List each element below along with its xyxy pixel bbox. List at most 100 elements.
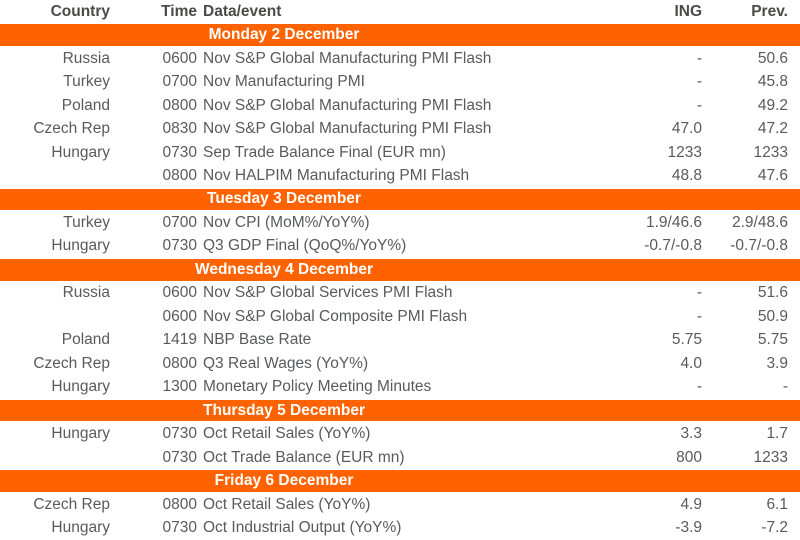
cell-time: 0800 <box>162 96 197 114</box>
cell-data-event: Oct Industrial Output (YoY%) <box>203 519 402 537</box>
column-header-country: Country <box>50 2 110 20</box>
cell-previous-value: 47.6 <box>757 167 788 185</box>
cell-ing-forecast: - <box>696 49 702 67</box>
cell-time: 0600 <box>162 49 197 67</box>
cell-data-event: Nov Manufacturing PMI <box>203 73 365 91</box>
cell-previous-value: -0.7/-0.8 <box>730 237 788 255</box>
cell-data-event: Sep Trade Balance Final (EUR mn) <box>203 143 446 161</box>
event-row: Hungary 1300 Monetary Policy Meeting Minut… <box>0 376 800 399</box>
cell-time: 0800 <box>162 167 197 185</box>
event-row: 0800 Nov HALPIM Manufacturing PMI Flash 48… <box>0 164 800 187</box>
event-row: Turkey 0700 Nov Manufacturing PMI - 45.8 <box>0 70 800 93</box>
section-header-row: Thursday 5 December <box>0 399 800 422</box>
event-row: Poland 1419 NBP Base Rate 5.75 5.75 <box>0 329 800 352</box>
event-row: 0730 Oct Trade Balance (EUR mn) 800 1233 <box>0 446 800 469</box>
section-header-row: Friday 6 December <box>0 469 800 492</box>
section-banner: Monday 2 December <box>0 24 800 46</box>
column-header-ing: ING <box>674 2 702 20</box>
cell-time: 0600 <box>162 284 197 302</box>
cell-ing-forecast: 3.3 <box>680 425 702 443</box>
event-row: Russia 0600 Nov S&P Global Manufacturing P… <box>0 47 800 70</box>
event-row: Hungary 0730 Oct Industrial Output (YoY%) -… <box>0 516 800 539</box>
event-row: Czech Rep 0800 Q3 Real Wages (YoY%) 4.0 3.9 <box>0 352 800 375</box>
cell-previous-value: 1233 <box>753 143 788 161</box>
cell-previous-value: 1.7 <box>766 425 788 443</box>
cell-ing-forecast: 47.0 <box>671 120 702 138</box>
cell-data-event: NBP Base Rate <box>203 331 312 349</box>
cell-country: Czech Rep <box>33 354 110 372</box>
cell-data-event: Nov CPI (MoM%/YoY%) <box>203 213 370 231</box>
section-banner: Thursday 5 December <box>0 399 800 422</box>
section-header-row: Tuesday 3 December <box>0 188 800 211</box>
cell-ing-forecast: - <box>696 307 702 325</box>
cell-ing-forecast: - <box>696 378 702 396</box>
cell-previous-value: 50.9 <box>757 307 788 325</box>
cell-time: 0730 <box>162 143 197 161</box>
cell-data-event: Q3 GDP Final (QoQ%/YoY%) <box>203 237 407 255</box>
event-row: Hungary 0730 Oct Retail Sales (YoY%) 3.3 1.7 <box>0 422 800 445</box>
section-banner: Wednesday 4 December <box>0 259 800 281</box>
table-header-row: Country Time Data/event ING Prev. <box>0 0 800 23</box>
event-row: Poland 0800 Nov S&P Global Manufacturing P… <box>0 94 800 117</box>
cell-country: Czech Rep <box>33 495 110 513</box>
cell-time: 1419 <box>162 331 197 349</box>
cell-time: 0800 <box>162 495 197 513</box>
cell-time: 0700 <box>162 73 197 91</box>
cell-data-event: Nov S&P Global Composite PMI Flash <box>203 307 468 325</box>
section-title: Wednesday 4 December <box>194 260 374 278</box>
cell-previous-value: 50.6 <box>757 49 788 67</box>
cell-data-event: Nov S&P Global Manufacturing PMI Flash <box>203 96 492 114</box>
cell-data-event: Oct Retail Sales (YoY%) <box>203 495 371 513</box>
cell-ing-forecast: 800 <box>676 448 702 466</box>
cell-data-event: Monetary Policy Meeting Minutes <box>203 378 432 396</box>
cell-ing-forecast: - <box>696 284 702 302</box>
table-body: Monday 2 December Russia 0600 Nov S&P Globa… <box>0 23 800 539</box>
cell-country: Hungary <box>51 378 110 396</box>
column-header-data-event: Data/event <box>203 2 282 20</box>
cell-data-event: Nov S&P Global Manufacturing PMI Flash <box>203 49 492 67</box>
section-title: Monday 2 December <box>208 26 360 44</box>
cell-ing-forecast: -0.7/-0.8 <box>644 237 702 255</box>
section-title: Friday 6 December <box>214 472 354 490</box>
cell-ing-forecast: - <box>696 73 702 91</box>
section-banner: Friday 6 December <box>0 470 800 492</box>
cell-country: Turkey <box>63 213 110 231</box>
cell-country: Hungary <box>51 425 110 443</box>
cell-time: 0700 <box>162 213 197 231</box>
cell-time: 0730 <box>162 237 197 255</box>
cell-data-event: Nov S&P Global Manufacturing PMI Flash <box>203 120 492 138</box>
column-header-time: Time <box>161 2 197 20</box>
cell-data-event: Nov HALPIM Manufacturing PMI Flash <box>203 167 470 185</box>
cell-ing-forecast: 4.9 <box>680 495 702 513</box>
cell-previous-value: 45.8 <box>757 73 788 91</box>
cell-country: Hungary <box>51 519 110 537</box>
event-row: Hungary 0730 Q3 GDP Final (QoQ%/YoY%) -0.7/… <box>0 235 800 258</box>
section-banner: Tuesday 3 December <box>0 188 800 211</box>
cell-ing-forecast: -3.9 <box>675 519 702 537</box>
event-row: Czech Rep 0830 Nov S&P Global Manufacturin… <box>0 117 800 140</box>
cell-country: Hungary <box>51 237 110 255</box>
cell-previous-value: 2.9/48.6 <box>731 213 788 231</box>
cell-previous-value: -7.2 <box>761 519 788 537</box>
event-row: Russia 0600 Nov S&P Global Services PMI Fl… <box>0 282 800 305</box>
cell-previous-value: 51.6 <box>757 284 788 302</box>
cell-previous-value: 3.9 <box>766 354 788 372</box>
cell-previous-value: - <box>782 378 788 396</box>
cell-ing-forecast: 1.9/46.6 <box>645 213 702 231</box>
cell-time: 0730 <box>162 448 197 466</box>
cell-previous-value: 6.1 <box>766 495 788 513</box>
cell-country: Czech Rep <box>33 120 110 138</box>
cell-data-event: Oct Retail Sales (YoY%) <box>203 425 371 443</box>
cell-time: 0830 <box>162 120 197 138</box>
cell-previous-value: 5.75 <box>757 331 788 349</box>
event-row: 0600 Nov S&P Global Composite PMI Flash - 5… <box>0 305 800 328</box>
section-title: Thursday 5 December <box>203 401 365 419</box>
cell-time: 0730 <box>162 519 197 537</box>
cell-country: Russia <box>62 284 110 302</box>
event-row: Czech Rep 0800 Oct Retail Sales (YoY%) 4.9 6… <box>0 493 800 516</box>
cell-ing-forecast: 48.8 <box>671 167 702 185</box>
cell-time: 0800 <box>162 354 197 372</box>
cell-ing-forecast: 1233 <box>667 143 702 161</box>
cell-time: 0600 <box>162 307 197 325</box>
